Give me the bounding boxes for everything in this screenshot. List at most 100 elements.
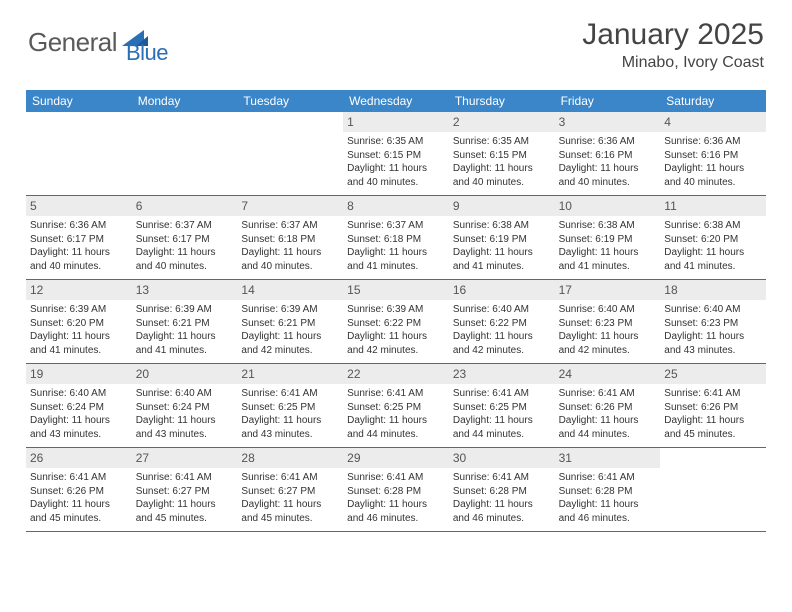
day-info: Sunrise: 6:38 AMSunset: 6:19 PMDaylight:…	[559, 219, 657, 273]
sunset-text: Sunset: 6:24 PM	[136, 401, 234, 415]
calendar-cell: 28Sunrise: 6:41 AMSunset: 6:27 PMDayligh…	[237, 448, 343, 531]
daylight-text2: and 40 minutes.	[453, 176, 551, 190]
daylight-text: Daylight: 11 hours	[241, 330, 339, 344]
calendar-cell: 2 Sunrise: 6:35 AMSunset: 6:15 PMDaylight…	[449, 112, 555, 195]
sunset-text: Sunset: 6:25 PM	[241, 401, 339, 415]
daylight-text2: and 44 minutes.	[559, 428, 657, 442]
daylight-text2: and 41 minutes.	[559, 260, 657, 274]
sunrise-text: Sunrise: 6:36 AM	[30, 219, 128, 233]
calendar-cell: 26Sunrise: 6:41 AMSunset: 6:26 PMDayligh…	[26, 448, 132, 531]
sunrise-text: Sunrise: 6:37 AM	[136, 219, 234, 233]
calendar-cell: 29 Sunrise: 6:41 AMSunset: 6:28 PMDayligh…	[343, 448, 449, 531]
day-info: Sunrise: 6:39 AMSunset: 6:20 PMDaylight:…	[30, 303, 128, 357]
daylight-text2: and 46 minutes.	[559, 512, 657, 526]
logo-text-blue: Blue	[126, 40, 168, 66]
daylight-text: Daylight: 11 hours	[453, 330, 551, 344]
calendar-week: 12Sunrise: 6:39 AMSunset: 6:20 PMDayligh…	[26, 280, 766, 364]
daylight-text2: and 45 minutes.	[30, 512, 128, 526]
daylight-text: Daylight: 11 hours	[453, 162, 551, 176]
calendar-cell: 19Sunrise: 6:40 AMSunset: 6:24 PMDayligh…	[26, 364, 132, 447]
sunset-text: Sunset: 6:28 PM	[347, 485, 445, 499]
day-number: 1	[343, 112, 449, 132]
sunset-text: Sunset: 6:26 PM	[559, 401, 657, 415]
day-number: 20	[132, 364, 238, 384]
sunrise-text: Sunrise: 6:41 AM	[453, 471, 551, 485]
day-info: Sunrise: 6:36 AMSunset: 6:16 PMDaylight:…	[559, 135, 657, 189]
sunrise-text: Sunrise: 6:38 AM	[559, 219, 657, 233]
calendar-cell: 22Sunrise: 6:41 AMSunset: 6:25 PMDayligh…	[343, 364, 449, 447]
sunrise-text: Sunrise: 6:36 AM	[664, 135, 762, 149]
sunrise-text: Sunrise: 6:41 AM	[559, 471, 657, 485]
day-number: 10	[555, 196, 661, 216]
day-info: Sunrise: 6:37 AMSunset: 6:18 PMDaylight:…	[347, 219, 445, 273]
day-number: 14	[237, 280, 343, 300]
header: General Blue January 2025 Minabo, Ivory …	[0, 0, 792, 80]
sunrise-text: Sunrise: 6:41 AM	[347, 387, 445, 401]
calendar-cell: 15Sunrise: 6:39 AMSunset: 6:22 PMDayligh…	[343, 280, 449, 363]
day-info: Sunrise: 6:41 AMSunset: 6:25 PMDaylight:…	[241, 387, 339, 441]
daylight-text2: and 40 minutes.	[241, 260, 339, 274]
day-info: Sunrise: 6:41 AMSunset: 6:28 PMDaylight:…	[559, 471, 657, 525]
logo: General Blue	[28, 18, 168, 66]
day-info: Sunrise: 6:39 AMSunset: 6:21 PMDaylight:…	[241, 303, 339, 357]
daylight-text: Daylight: 11 hours	[30, 330, 128, 344]
sunset-text: Sunset: 6:28 PM	[453, 485, 551, 499]
sunset-text: Sunset: 6:25 PM	[453, 401, 551, 415]
day-info: Sunrise: 6:40 AMSunset: 6:23 PMDaylight:…	[559, 303, 657, 357]
calendar-cell: 30Sunrise: 6:41 AMSunset: 6:28 PMDayligh…	[449, 448, 555, 531]
sunset-text: Sunset: 6:16 PM	[664, 149, 762, 163]
calendar-week: 26Sunrise: 6:41 AMSunset: 6:26 PMDayligh…	[26, 448, 766, 532]
calendar-cell: 21 Sunrise: 6:41 AMSunset: 6:25 PMDayligh…	[237, 364, 343, 447]
daylight-text2: and 41 minutes.	[136, 344, 234, 358]
sunrise-text: Sunrise: 6:36 AM	[559, 135, 657, 149]
sunset-text: Sunset: 6:21 PM	[241, 317, 339, 331]
daylight-text2: and 41 minutes.	[664, 260, 762, 274]
day-info: Sunrise: 6:41 AMSunset: 6:27 PMDaylight:…	[136, 471, 234, 525]
daylight-text: Daylight: 11 hours	[559, 330, 657, 344]
calendar-cell: 20Sunrise: 6:40 AMSunset: 6:24 PMDayligh…	[132, 364, 238, 447]
sunset-text: Sunset: 6:26 PM	[30, 485, 128, 499]
calendar-week: 19Sunrise: 6:40 AMSunset: 6:24 PMDayligh…	[26, 364, 766, 448]
day-number: 17	[555, 280, 661, 300]
day-number: 11	[660, 196, 766, 216]
day-number: 6	[132, 196, 238, 216]
day-number: 29	[343, 448, 449, 468]
sunset-text: Sunset: 6:19 PM	[559, 233, 657, 247]
day-info: Sunrise: 6:41 AMSunset: 6:28 PMDaylight:…	[347, 471, 445, 525]
sunset-text: Sunset: 6:15 PM	[453, 149, 551, 163]
daylight-text2: and 40 minutes.	[664, 176, 762, 190]
sunset-text: Sunset: 6:20 PM	[30, 317, 128, 331]
calendar-cell: .	[660, 448, 766, 531]
day-info: Sunrise: 6:38 AMSunset: 6:20 PMDaylight:…	[664, 219, 762, 273]
calendar-cell: 12Sunrise: 6:39 AMSunset: 6:20 PMDayligh…	[26, 280, 132, 363]
calendar-cell: 25Sunrise: 6:41 AMSunset: 6:26 PMDayligh…	[660, 364, 766, 447]
sunset-text: Sunset: 6:23 PM	[664, 317, 762, 331]
weekday-header: SundayMondayTuesdayWednesdayThursdayFrid…	[26, 90, 766, 112]
daylight-text: Daylight: 11 hours	[241, 498, 339, 512]
day-info: Sunrise: 6:35 AMSunset: 6:15 PMDaylight:…	[453, 135, 551, 189]
daylight-text: Daylight: 11 hours	[136, 498, 234, 512]
weekday-label: Sunday	[26, 90, 132, 112]
daylight-text: Daylight: 11 hours	[347, 498, 445, 512]
daylight-text: Daylight: 11 hours	[453, 414, 551, 428]
calendar-cell: 23Sunrise: 6:41 AMSunset: 6:25 PMDayligh…	[449, 364, 555, 447]
daylight-text2: and 44 minutes.	[347, 428, 445, 442]
daylight-text2: and 42 minutes.	[347, 344, 445, 358]
day-info: Sunrise: 6:36 AMSunset: 6:17 PMDaylight:…	[30, 219, 128, 273]
calendar-cell: 3Sunrise: 6:36 AMSunset: 6:16 PMDaylight…	[555, 112, 661, 195]
daylight-text: Daylight: 11 hours	[30, 246, 128, 260]
daylight-text2: and 40 minutes.	[347, 176, 445, 190]
daylight-text2: and 40 minutes.	[30, 260, 128, 274]
calendar: SundayMondayTuesdayWednesdayThursdayFrid…	[26, 90, 766, 532]
daylight-text: Daylight: 11 hours	[664, 414, 762, 428]
daylight-text: Daylight: 11 hours	[559, 162, 657, 176]
calendar-cell: 18Sunrise: 6:40 AMSunset: 6:23 PMDayligh…	[660, 280, 766, 363]
calendar-cell: 13Sunrise: 6:39 AMSunset: 6:21 PMDayligh…	[132, 280, 238, 363]
day-number: 2	[449, 112, 555, 132]
day-number: 31	[555, 448, 661, 468]
day-info: Sunrise: 6:39 AMSunset: 6:21 PMDaylight:…	[136, 303, 234, 357]
daylight-text: Daylight: 11 hours	[30, 498, 128, 512]
calendar-cell: 14 Sunrise: 6:39 AMSunset: 6:21 PMDayligh…	[237, 280, 343, 363]
daylight-text: Daylight: 11 hours	[559, 414, 657, 428]
day-number: 21	[237, 364, 343, 384]
